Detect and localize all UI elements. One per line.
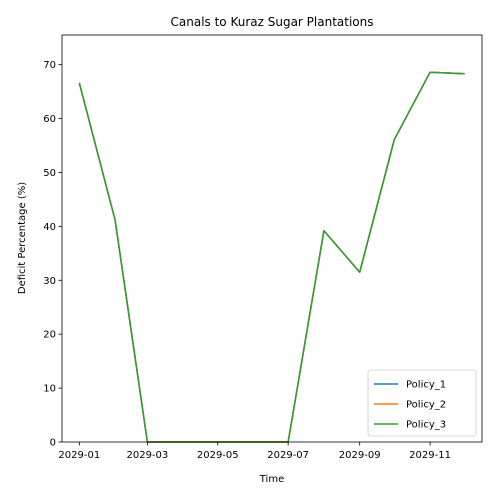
x-axis: 2029-01 2029-03 2029-05 2029-07 2029-09 2029-… [58,442,451,461]
x-tick-label: 2029-07 [267,450,309,461]
y-tick-label: 20 [43,330,56,341]
x-tick-label: 2029-05 [197,450,239,461]
y-tick-label: 10 [43,384,56,395]
y-tick-label: 70 [43,60,56,71]
plot-frame [61,34,483,443]
y-tick-label: 30 [43,276,56,287]
y-tick-label: 50 [43,168,56,179]
y-tick-label: 60 [43,114,56,125]
legend-label: Policy_2 [406,400,446,411]
chart-title: Canals to Kuraz Sugar Plantations [171,15,374,29]
legend-label: Policy_1 [406,380,446,391]
y-tick-label: 0 [50,438,56,449]
x-tick-label: 2029-01 [58,450,100,461]
x-tick-label: 2029-11 [409,450,451,461]
x-tick-label: 2029-09 [339,450,381,461]
y-tick-label: 40 [43,222,56,233]
legend: Policy_1 Policy_2 Policy_3 [367,369,477,437]
y-axis: 0 10 20 30 40 50 60 70 [43,60,62,449]
legend-box [367,369,477,437]
x-axis-label: Time [259,474,284,485]
legend-label: Policy_3 [406,420,446,431]
y-axis-label: Deficit Percentage (%) [17,182,28,294]
x-tick-label: 2029-03 [126,450,168,461]
